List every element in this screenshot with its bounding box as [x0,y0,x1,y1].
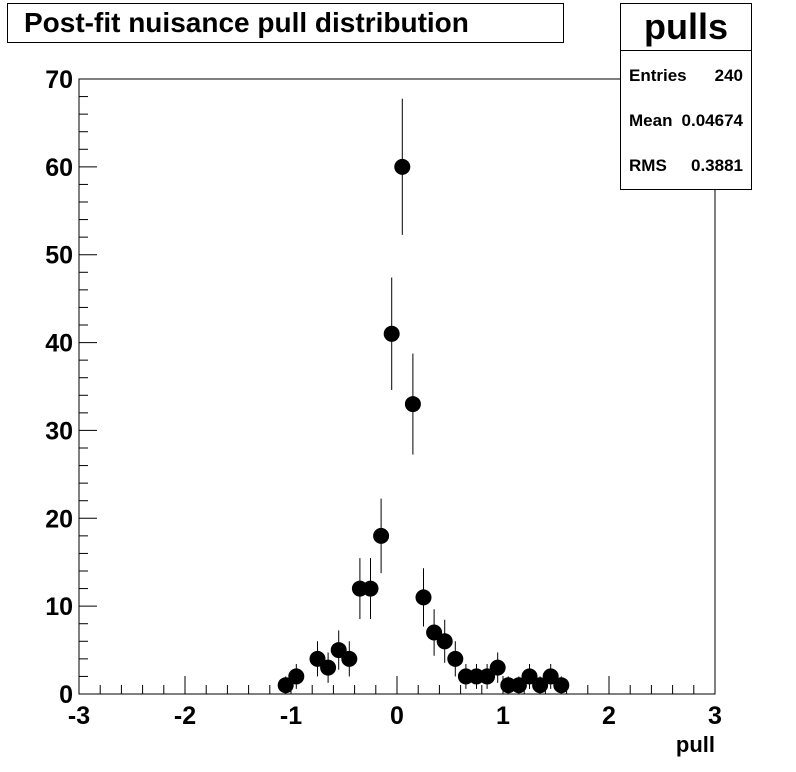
data-point [415,589,432,606]
stats-row-entries: Entries 240 [629,64,743,88]
stats-label: Entries [629,66,687,85]
y-tick-label: 0 [59,681,73,709]
y-axis-tick-labels: 0 10 20 30 40 50 60 70 [45,66,73,709]
chart-title: Post-fit nuisance pull distribution [7,3,564,43]
x-tick-label: -2 [174,702,196,730]
data-point [277,677,294,694]
x-tick-label: -1 [280,702,302,730]
stats-value: 0.3881 [691,156,743,175]
x-axis-tick-labels: -3 -2 -1 0 1 2 3 [68,702,722,730]
data-point [394,158,411,175]
stats-histogram-name: pulls [621,4,751,51]
stats-value: 0.04674 [681,111,743,130]
y-tick-label: 50 [45,242,73,270]
data-point [288,668,305,685]
data-points [277,158,570,694]
y-axis-ticks [79,78,97,695]
data-point [373,527,390,544]
data-point [426,624,443,641]
x-tick-label: 0 [390,702,404,730]
y-tick-label: 70 [45,66,73,94]
stats-row-mean: Mean 0.04674 [629,109,743,133]
data-point [320,659,337,676]
data-point [489,659,506,676]
data-point [309,650,326,667]
x-tick-label: 2 [602,702,616,730]
stats-row-rms: RMS 0.3881 [629,154,743,178]
x-tick-label: 1 [496,702,510,730]
data-point [404,396,421,413]
data-point [553,677,570,694]
data-point [532,677,549,694]
y-tick-label: 40 [45,330,73,358]
x-axis-ticks [78,676,716,694]
data-point [330,642,347,659]
x-axis-title: pull [676,732,715,757]
stats-value: 240 [714,66,743,85]
data-point [436,633,453,650]
data-point [510,677,527,694]
y-tick-label: 20 [45,505,73,533]
y-tick-label: 30 [45,417,73,445]
data-point [479,668,496,685]
stats-box: pulls Entries 240 Mean 0.04674 RMS 0.388… [620,3,752,190]
data-point [447,650,464,667]
y-tick-label: 60 [45,154,73,182]
data-point [383,325,400,342]
data-point [362,580,379,597]
y-tick-label: 10 [45,593,73,621]
x-tick-label: -3 [68,702,90,730]
data-point [521,668,538,685]
stats-label: Mean [629,111,673,130]
x-tick-label: 3 [708,702,722,730]
stats-label: RMS [629,156,667,175]
data-point [542,668,559,685]
data-point [341,650,358,667]
